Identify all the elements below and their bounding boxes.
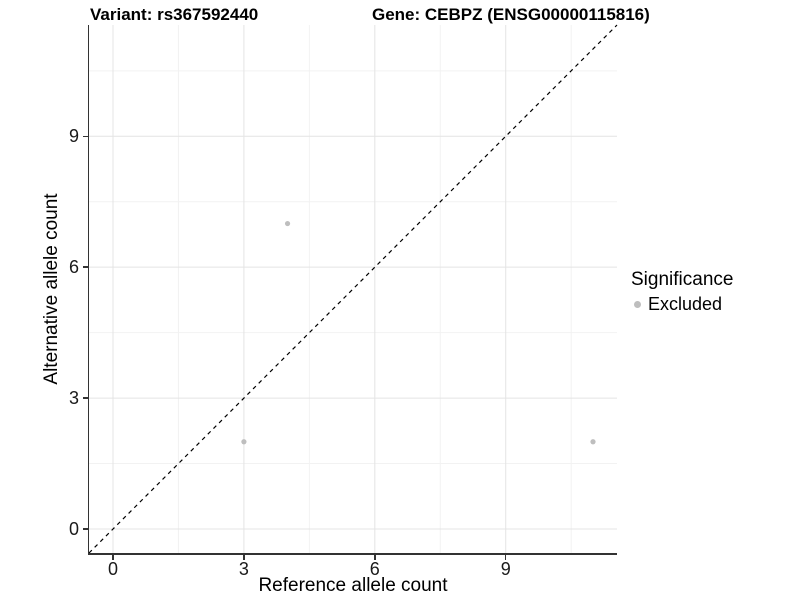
x-axis-tick-mark (112, 554, 114, 560)
y-axis-tick-mark (82, 266, 88, 268)
x-axis-tick-label: 6 (369, 559, 380, 579)
legend: Significance Excluded (631, 269, 733, 315)
y-axis-tick-label: 9 (68, 126, 79, 147)
x-axis-tick-label: 0 (107, 559, 119, 579)
x-axis-title: Reference allele count (258, 575, 448, 596)
y-axis-tick-mark (82, 528, 88, 530)
y-axis-tick-label: 3 (68, 388, 79, 409)
plot-canvas (88, 24, 618, 554)
y-axis-tick-label: 6 (68, 257, 79, 278)
x-axis-tick-label: 3 (238, 559, 249, 579)
gene-title: Gene: CEBPZ (ENSG00000115816) (372, 5, 650, 24)
y-axis-title: Alternative allele count (41, 193, 62, 385)
legend-item-excluded: Excluded (631, 294, 733, 315)
x-axis-tick-mark (374, 554, 376, 560)
excluded-point-icon (634, 301, 641, 308)
plot-panel (88, 24, 618, 554)
y-axis-tick-mark (82, 397, 88, 399)
x-axis-tick-label: 9 (500, 559, 511, 579)
y-axis-tick-mark (82, 135, 88, 138)
y-axis-tick-label: 0 (68, 519, 79, 539)
variant-title: Variant: rs367592440 (90, 5, 259, 24)
x-axis-line (87, 553, 617, 555)
x-axis-tick-mark (504, 554, 507, 560)
data-point (241, 439, 247, 445)
x-axis-tick-mark (243, 554, 245, 560)
legend-title: Significance (631, 269, 734, 290)
data-point (284, 220, 291, 227)
y-axis-line (87, 25, 89, 553)
data-point (590, 439, 596, 445)
legend-item-label: Excluded (648, 294, 723, 314)
